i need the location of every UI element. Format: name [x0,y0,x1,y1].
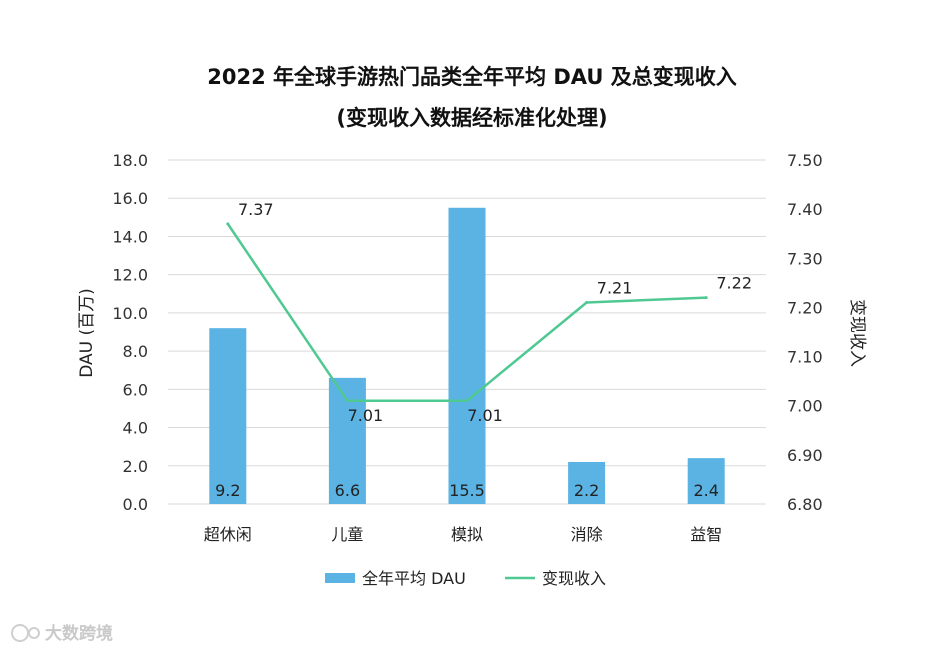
bar [568,461,606,504]
right-tick-label: 7.20 [787,298,823,317]
line-series: 7.37 7.01 7.01 7.21 7.22 [226,200,752,425]
line-point [226,222,230,226]
left-tick-label: 14.0 [112,227,148,246]
left-axis-ticks: 0.0 2.0 4.0 6.0 8.0 10.0 12.0 14.0 16.0 18.0 [112,151,148,514]
left-tick-label: 16.0 [112,189,148,208]
bar-data-label: 6.6 [335,481,360,500]
line-point [465,399,469,403]
left-tick-label: 12.0 [112,266,148,285]
right-axis-ticks: 6.80 6.90 7.00 7.10 7.20 7.30 7.40 7.50 [787,151,823,514]
bar-data-label: 9.2 [215,481,240,500]
left-tick-label: 2.0 [123,457,148,476]
bar-data-label: 2.2 [574,481,599,500]
left-tick-label: 4.0 [123,419,148,438]
bar [448,207,486,504]
category-label: 儿童 [331,525,363,544]
bar [687,458,725,504]
line-data-label: 7.37 [238,200,274,219]
right-tick-label: 7.10 [787,348,823,367]
left-tick-label: 0.0 [123,495,148,514]
watermark-text: 大数跨境 [45,623,113,644]
line-data-label: 7.01 [467,406,503,425]
right-axis-label: 变现收入 [847,299,867,367]
right-tick-label: 6.90 [787,446,823,465]
watermark-logo-icon-dot [28,627,40,639]
left-tick-label: 8.0 [123,342,148,361]
category-label: 益智 [690,525,722,544]
chart-subtitle: (变现收入数据经标准化处理) [336,106,607,130]
category-label: 消除 [571,525,603,544]
bar-data-label: 2.4 [693,481,718,500]
legend-bar-swatch [325,573,355,583]
left-tick-label: 18.0 [112,151,148,170]
left-tick-label: 10.0 [112,304,148,323]
line-point [704,296,708,300]
category-label: 超休闲 [204,525,252,544]
line-point [585,301,589,305]
bar-data-label: 15.5 [449,481,485,500]
legend: 全年平均 DAU 变现收入 [325,569,606,588]
category-label: 模拟 [451,525,483,544]
legend-bar-label: 全年平均 DAU [362,569,466,588]
line-data-label: 7.21 [597,279,633,298]
category-labels: 超休闲 儿童 模拟 消除 益智 [204,525,722,544]
right-tick-label: 7.50 [787,151,823,170]
right-tick-label: 6.80 [787,495,823,514]
bar [209,328,247,504]
right-tick-label: 7.30 [787,249,823,268]
bar-series: 9.2 6.6 15.5 2.2 2.4 [209,207,725,504]
legend-line-label: 变现收入 [542,569,606,588]
left-axis-label: DAU (百万) [77,288,97,378]
left-tick-label: 6.0 [123,380,148,399]
line-data-label: 7.22 [716,274,752,293]
watermark: 大数跨境 [11,623,113,644]
chart-title: 2022 年全球手游热门品类全年平均 DAU 及总变现收入 [207,65,736,89]
right-tick-label: 7.00 [787,397,823,416]
watermark-logo-icon [11,624,29,642]
right-tick-label: 7.40 [787,200,823,219]
line-data-label: 7.01 [348,406,384,425]
line-point [345,399,349,403]
